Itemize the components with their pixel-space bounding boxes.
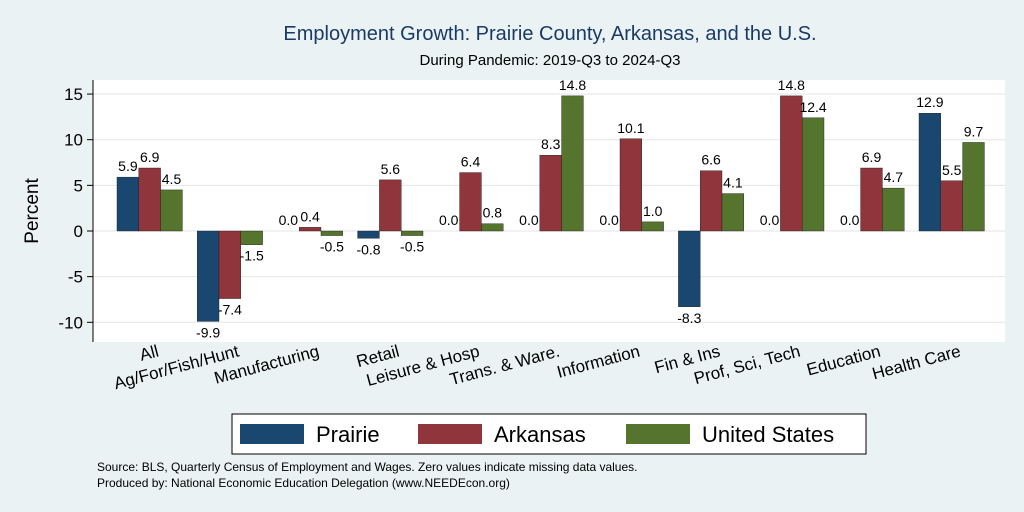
data-label-arkansas-trans-ware: 8.3 [541,136,561,152]
bar-arkansas-leisure-hosp [459,172,482,232]
y-axis-label: Percent [22,178,43,244]
bar-prairie-all [116,176,139,232]
legend-label-arkansas: Arkansas [494,422,586,447]
source-note: Source: BLS, Quarterly Census of Employm… [97,460,637,474]
data-label-prairie-education: 0.0 [840,212,860,228]
data-label-united-states-fin-ins: 4.1 [723,175,743,191]
data-label-prairie-health-care: 12.9 [916,94,943,110]
bar-united-states-all [160,189,183,232]
data-label-arkansas-leisure-hosp: 6.4 [461,154,481,170]
bar-arkansas-education [860,167,883,232]
data-label-prairie-ag-for-fish-hunt: -9.9 [196,324,220,340]
bar-arkansas-manufacturing [299,227,322,232]
data-label-prairie-trans-ware: 0.0 [519,212,539,228]
data-label-united-states-ag-for-fish-hunt: -1.5 [240,248,264,264]
y-tick-label: 5 [74,176,83,195]
data-label-united-states-education: 4.7 [884,169,904,185]
data-label-prairie-prof-sci-tech: 0.0 [760,212,780,228]
x-category-label: Health Care [870,342,963,384]
chart-subtitle: During Pandemic: 2019-Q3 to 2024-Q3 [420,52,681,69]
bar-united-states-fin-ins [721,193,744,232]
data-label-united-states-prof-sci-tech: 12.4 [799,99,826,115]
bar-arkansas-health-care [940,180,963,232]
bar-prairie-ag-for-fish-hunt [196,230,220,322]
bar-united-states-leisure-hosp [481,223,504,232]
bar-united-states-information [641,221,664,232]
data-label-prairie-manufacturing: 0.0 [279,212,299,228]
data-label-united-states-retail: -0.5 [400,239,424,255]
y-tick-label: -5 [68,268,83,287]
data-label-arkansas-ag-for-fish-hunt: -7.4 [218,302,242,318]
bar-united-states-trans-ware [561,95,584,232]
data-label-united-states-manufacturing: -0.5 [320,239,344,255]
y-tick-label: 15 [64,85,83,104]
data-label-prairie-leisure-hosp: 0.0 [439,212,459,228]
data-label-arkansas-prof-sci-tech: 14.8 [778,77,805,93]
y-tick-label: 10 [64,131,83,150]
data-label-prairie-all: 5.9 [118,158,138,174]
data-label-arkansas-retail: 5.6 [381,161,401,177]
x-category-label: Information [555,342,642,382]
bars [116,95,985,322]
data-label-prairie-information: 0.0 [599,212,619,228]
legend-swatch-prairie [240,424,304,444]
bar-united-states-health-care [962,142,985,232]
data-label-united-states-health-care: 9.7 [964,123,984,139]
legend: Prairie Arkansas United States [231,413,867,455]
legend-swatch-united-states [626,424,690,444]
data-label-prairie-fin-ins: -8.3 [677,310,701,326]
data-label-united-states-all: 4.5 [162,171,182,187]
legend-label-united-states: United States [702,422,834,447]
data-labels: 5.96.94.5-9.9-7.4-1.50.0 0.4-0.5 -0.85.6-0… [118,77,983,341]
x-category-label: Education [805,342,883,380]
bar-prairie-retail [357,230,380,239]
data-label-arkansas-fin-ins: 6.6 [701,152,721,168]
data-label-united-states-trans-ware: 14.8 [559,77,586,93]
bar-arkansas-retail [379,179,402,232]
bar-united-states-education [882,187,905,232]
data-label-united-states-information: 1.0 [643,203,663,219]
data-label-arkansas-information: 10.1 [617,120,644,136]
bar-arkansas-information [619,138,642,232]
bar-united-states-manufacturing [320,230,343,236]
bar-arkansas-trans-ware [539,155,562,232]
y-axis-ticks: -10 -5 0 5 10 15 [58,85,93,332]
bar-arkansas-prof-sci-tech [780,95,803,232]
bar-united-states-retail [401,230,424,236]
bar-prairie-health-care [918,113,941,232]
legend-label-prairie: Prairie [316,422,380,447]
y-tick-label: 0 [74,222,83,241]
data-label-arkansas-manufacturing: 0.4 [300,208,320,224]
data-label-arkansas-education: 6.9 [862,149,882,165]
produced-note: Produced by: National Economic Education… [97,476,510,490]
data-label-arkansas-health-care: 5.5 [942,162,962,178]
bar-arkansas-all [138,167,161,232]
x-category-label: All [138,342,161,365]
chart-title: Employment Growth: Prairie County, Arkan… [283,23,816,45]
bar-united-states-prof-sci-tech [802,117,825,232]
y-tick-label: -10 [58,313,83,332]
data-label-arkansas-all: 6.9 [140,149,160,165]
data-label-united-states-leisure-hosp: 0.8 [483,205,503,221]
bar-prairie-fin-ins [678,230,701,307]
bar-united-states-ag-for-fish-hunt [240,230,263,245]
data-label-prairie-retail: -0.8 [356,241,380,257]
legend-swatch-arkansas [418,424,482,444]
legend-box [231,413,867,455]
bar-arkansas-ag-for-fish-hunt [218,230,241,299]
bar-arkansas-fin-ins [700,170,723,232]
